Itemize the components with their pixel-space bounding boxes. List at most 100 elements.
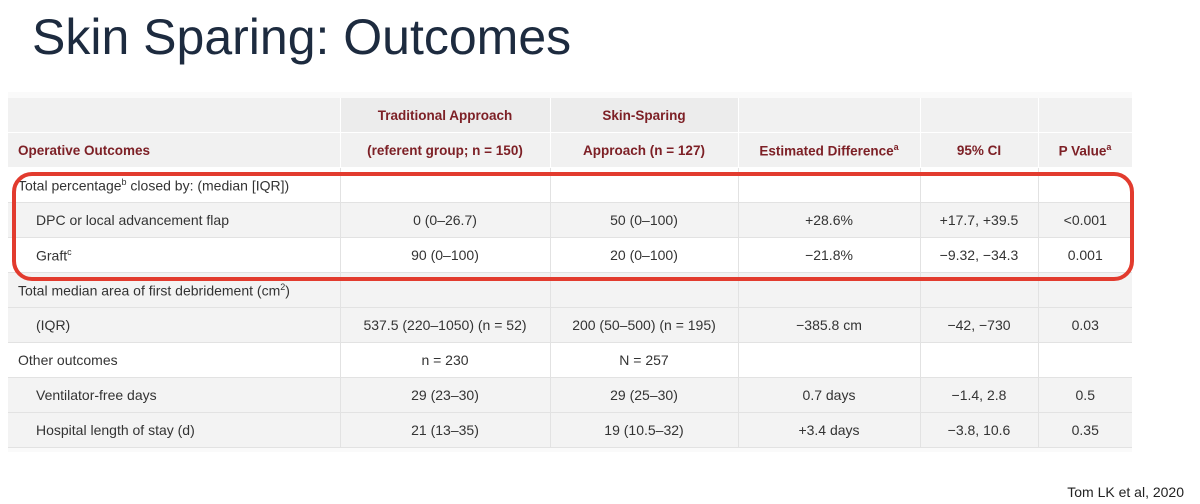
table-cell: 29 (25–30) <box>550 377 739 413</box>
table-cell <box>738 342 921 378</box>
cell-text: (referent group; n = 150) <box>367 142 523 158</box>
table-cell: <0.001 <box>1038 202 1132 238</box>
table-cell: n = 230 <box>340 342 551 378</box>
cell-text: Total percentage <box>18 177 122 194</box>
footnote-mark: b <box>121 176 127 187</box>
table-container: Traditional Approach Skin-Sparing Operativ… <box>8 92 1133 452</box>
table-cell: −42, −730 <box>920 307 1039 343</box>
table-cell: Total percentageb closed by: (median [IQ… <box>8 167 341 203</box>
table-cell: +3.4 days <box>738 412 921 448</box>
cell-text: 537.5 (220–1050) (n = 52) <box>363 317 527 333</box>
header-cell: (referent group; n = 150) <box>340 132 551 168</box>
table-cell <box>340 272 551 308</box>
table-cell: (IQR) <box>8 307 341 343</box>
cell-text: −42, −730 <box>947 317 1011 333</box>
cell-text: Approach (n = 127) <box>583 142 705 158</box>
table-cell <box>1038 342 1132 378</box>
header-cell <box>920 98 1039 133</box>
cell-text: Graft <box>36 247 68 264</box>
cell-text: Operative Outcomes <box>18 142 151 158</box>
cell-text: 19 (10.5–32) <box>604 422 684 438</box>
header-cell: P Valuea <box>1038 132 1133 168</box>
cell-text: N = 257 <box>619 352 669 368</box>
header-cell: Operative Outcomes <box>8 132 341 168</box>
cell-text: −21.8% <box>805 247 853 263</box>
table-cell: +28.6% <box>738 202 921 238</box>
cell-text: DPC or local advancement flap <box>36 212 229 228</box>
cell-text: −3.8, 10.6 <box>947 422 1011 438</box>
table-cell: 537.5 (220–1050) (n = 52) <box>340 307 551 343</box>
body-row: Hospital length of stay (d) 21 (13–35) 19 … <box>8 412 1132 448</box>
table-cell: 20 (0–100) <box>550 237 739 273</box>
header-cell: Estimated Differencea <box>738 132 921 168</box>
cell-text: +28.6% <box>805 212 853 228</box>
table-cell: Hospital length of stay (d) <box>8 412 341 448</box>
cell-text: 0 (0–26.7) <box>413 212 477 228</box>
table-cell: Ventilator-free days <box>8 377 341 413</box>
table-cell: Total median area of first debridement (… <box>8 272 341 308</box>
table-cell <box>920 272 1039 308</box>
slide-title: Skin Sparing: Outcomes <box>32 9 572 65</box>
footnote-mark: a <box>1106 141 1112 152</box>
cell-text: <0.001 <box>1063 212 1107 228</box>
header-cell <box>8 98 341 133</box>
body-row: Total median area of first debridement (… <box>8 272 1132 308</box>
cell-text: −1.4, 2.8 <box>951 387 1007 403</box>
table-cell: Other outcomes <box>8 342 341 378</box>
table-cell <box>738 272 921 308</box>
table-cell: Graftc <box>8 237 341 273</box>
header-cell: Approach (n = 127) <box>550 132 739 168</box>
table-cell: −9.32, −34.3 <box>920 237 1039 273</box>
cell-text: Other outcomes <box>18 352 118 368</box>
cell-text: −9.32, −34.3 <box>939 247 1019 263</box>
cell-text: Ventilator-free days <box>36 387 157 403</box>
cell-text: 20 (0–100) <box>610 247 678 263</box>
table-cell: DPC or local advancement flap <box>8 202 341 238</box>
header-row: Operative Outcomes (referent group; n = 1… <box>8 132 1133 168</box>
table-cell <box>1038 167 1132 203</box>
footnote-mark: a <box>893 141 899 152</box>
cell-text: n = 230 <box>421 352 469 368</box>
table-cell: +17.7, +39.5 <box>920 202 1039 238</box>
cell-text: 29 (25–30) <box>610 387 678 403</box>
cell-text: 90 (0–100) <box>411 247 479 263</box>
table-cell: N = 257 <box>550 342 739 378</box>
cell-text: Hospital length of stay (d) <box>36 422 195 438</box>
body-row: DPC or local advancement flap 0 (0–26.7) 5… <box>8 202 1132 238</box>
header-cell: 95% CI <box>920 132 1039 168</box>
table-cell <box>550 167 739 203</box>
table-cell: −385.8 cm <box>738 307 921 343</box>
cell-text: closed by: (median [IQR]) <box>126 177 290 194</box>
table-cell: −1.4, 2.8 <box>920 377 1039 413</box>
body-row: Ventilator-free days 29 (23–30) 29 (25–30)… <box>8 377 1132 413</box>
table-cell: 50 (0–100) <box>550 202 739 238</box>
outcomes-table: Traditional Approach Skin-Sparing Operativ… <box>8 98 1133 448</box>
body-row: Total percentageb closed by: (median [IQ… <box>8 167 1132 203</box>
table-cell: 0 (0–26.7) <box>340 202 551 238</box>
cell-text: P Value <box>1058 143 1107 159</box>
cell-text: 0.001 <box>1067 247 1103 263</box>
cell-text: (IQR) <box>36 317 71 333</box>
table-cell <box>550 272 739 308</box>
table-cell <box>340 167 551 203</box>
body-row: Graftc 90 (0–100) 20 (0–100) −21.8% −9.32, −… <box>8 237 1132 273</box>
cell-text: −385.8 cm <box>796 317 862 333</box>
cell-text: 95% CI <box>956 142 1002 158</box>
table-cell: −21.8% <box>738 237 921 273</box>
table-cell: 21 (13–35) <box>340 412 551 448</box>
table-cell <box>920 167 1039 203</box>
cell-text: 200 (50–500) (n = 195) <box>572 317 716 333</box>
footnote-mark: c <box>67 246 72 257</box>
table-cell <box>738 167 921 203</box>
table-cell <box>1038 272 1132 308</box>
table-cell: 19 (10.5–32) <box>550 412 739 448</box>
cell-text: 50 (0–100) <box>610 212 678 228</box>
cell-text: +17.7, +39.5 <box>939 212 1019 228</box>
header-cell <box>1038 98 1133 133</box>
table-cell: −3.8, 10.6 <box>920 412 1039 448</box>
cell-text: ) <box>285 282 290 299</box>
cell-text: +3.4 days <box>798 422 860 438</box>
cell-text: 0.5 <box>1075 387 1095 403</box>
table-cell: 0.35 <box>1038 412 1132 448</box>
header-cell: Skin-Sparing <box>550 98 739 133</box>
